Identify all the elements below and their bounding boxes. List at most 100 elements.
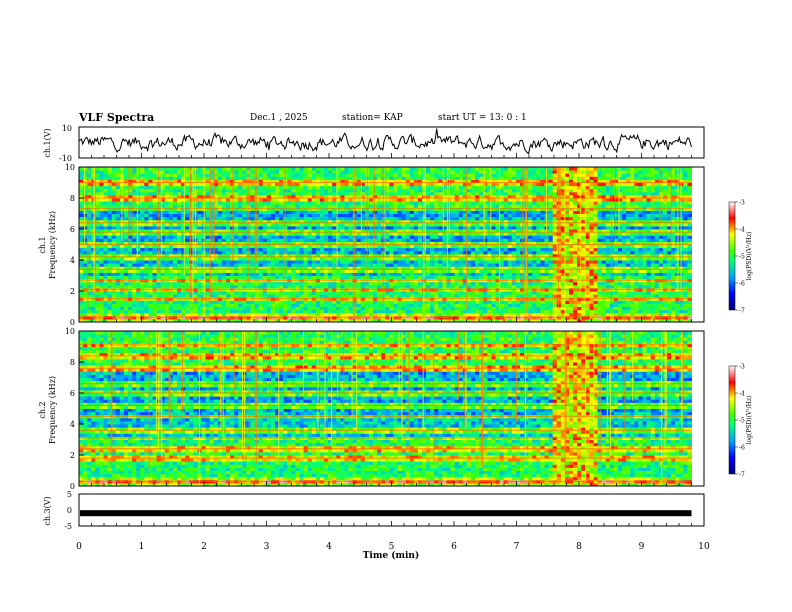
spectrogram-cell: [377, 219, 382, 224]
spectrogram-cell: [466, 269, 472, 273]
spectrogram-cell: [609, 266, 615, 270]
spectrogram-cell: [573, 318, 578, 323]
spectrogram-cell: [172, 291, 178, 295]
spectrogram-cell: [319, 284, 325, 289]
spectrogram-cell: [646, 312, 652, 317]
spectrogram-cell: [654, 303, 660, 307]
spectrogram-cell: [601, 244, 607, 249]
spectrogram-cell: [262, 272, 268, 276]
spectrogram-cell: [328, 312, 333, 317]
spectrogram-cell: [507, 250, 513, 255]
spectrogram-cell: [246, 225, 251, 230]
spectrogram-cell: [128, 229, 133, 233]
spectrogram-cell: [548, 260, 554, 264]
spectrogram-cell: [373, 253, 378, 258]
spectrogram-cell: [597, 256, 603, 261]
spectrogram-cell: [189, 263, 194, 267]
spectrogram-cell: [217, 256, 223, 261]
spectrogram-cell: [230, 294, 235, 298]
spectrogram-cell: [442, 269, 447, 273]
spectrogram-cell: [630, 250, 635, 255]
spectrogram-cell: [385, 281, 390, 286]
spectrogram-cell: [515, 275, 521, 280]
spectrogram-cell: [197, 244, 202, 249]
spectrogram-cell: [618, 232, 623, 236]
spectrogram-cell: [181, 272, 186, 276]
spectrogram-cell: [552, 219, 558, 224]
spectrogram-cell: [630, 309, 635, 314]
spectrogram-cell: [409, 222, 415, 227]
spectrogram-cell: [687, 303, 692, 307]
spectrogram-cell: [475, 272, 480, 276]
spectrogram-cell: [638, 281, 643, 286]
spectrogram-cell: [466, 225, 472, 230]
spectrogram-cell: [295, 272, 300, 276]
spectrogram-cell: [658, 303, 664, 307]
spectrogram-cell: [462, 281, 468, 286]
spectrogram-cell: [654, 281, 660, 286]
spectrogram-cell: [654, 232, 660, 236]
spectrogram-cell: [658, 229, 664, 233]
spectrogram-cell: [123, 266, 129, 270]
spectrogram-cell: [217, 260, 223, 264]
spectrogram-cell: [168, 235, 174, 239]
spectrogram-cell: [626, 263, 631, 267]
spectrogram-cell: [262, 269, 268, 273]
spectrogram-cell: [348, 241, 354, 245]
spectrogram-cell: [140, 263, 145, 267]
spectrogram-cell: [385, 219, 390, 224]
spectrogram-cell: [560, 235, 566, 239]
spectrogram-cell: [303, 306, 309, 311]
spectrogram-cell: [426, 229, 431, 233]
spectrogram-cell: [389, 291, 394, 295]
spectrogram-cell: [324, 275, 329, 280]
spectrogram-cell: [499, 309, 505, 314]
spectrogram-cell: [279, 250, 284, 255]
spectrogram-cell: [160, 269, 166, 273]
spectrogram-cell: [446, 318, 452, 323]
spectrogram-cell: [564, 253, 570, 258]
spectrogram-cell: [181, 232, 186, 236]
spectrogram-cell: [634, 303, 639, 307]
spectrogram-cell: [164, 284, 170, 289]
spectrogram-cell: [397, 309, 403, 314]
spectrogram-cell: [471, 309, 476, 314]
spectrogram-cell: [515, 284, 521, 289]
spectrogram-cell: [507, 269, 513, 273]
spectrogram-cell: [646, 222, 652, 227]
spectrogram-cell: [483, 244, 488, 249]
spectrogram-cell: [450, 241, 456, 245]
spectrogram-cell: [132, 222, 137, 227]
spectrogram-cell: [487, 235, 492, 239]
spectrogram-cell: [560, 253, 566, 258]
spectrogram-cell: [377, 253, 382, 258]
spectrogram-cell: [262, 306, 268, 311]
spectrogram-cell: [564, 272, 570, 276]
spectrogram-cell: [601, 312, 607, 317]
spectrogram-cell: [295, 222, 300, 227]
date-label: Dec.1 , 2025: [250, 113, 308, 123]
spectrogram-cell: [626, 300, 631, 304]
spectrogram-cell: [528, 294, 533, 298]
spectrogram-cell: [409, 303, 415, 307]
spectrogram-cell: [458, 266, 464, 270]
spectrogram-cell: [642, 235, 648, 239]
spectrogram-cell: [487, 232, 492, 236]
spectrogram-cell: [462, 266, 468, 270]
spectrogram-cell: [511, 260, 517, 264]
spectrogram-cell: [405, 269, 411, 273]
spectrogram-cell: [577, 294, 582, 298]
spectrogram-cell: [450, 244, 456, 249]
spectrogram-cell: [613, 219, 619, 224]
spectrogram-cell: [140, 225, 145, 230]
spectrogram-cell: [360, 266, 366, 270]
spectrogram-cell: [213, 303, 219, 307]
spectrogram-cell: [315, 222, 321, 227]
spectrogram-cell: [613, 275, 619, 280]
spectrogram-cell: [140, 229, 145, 233]
spectrogram-cell: [136, 291, 141, 295]
spectrogram-cell: [397, 229, 403, 233]
spectrogram-cell: [589, 219, 594, 224]
spectrogram-cell: [426, 232, 431, 236]
spectrogram-cell: [491, 244, 496, 249]
